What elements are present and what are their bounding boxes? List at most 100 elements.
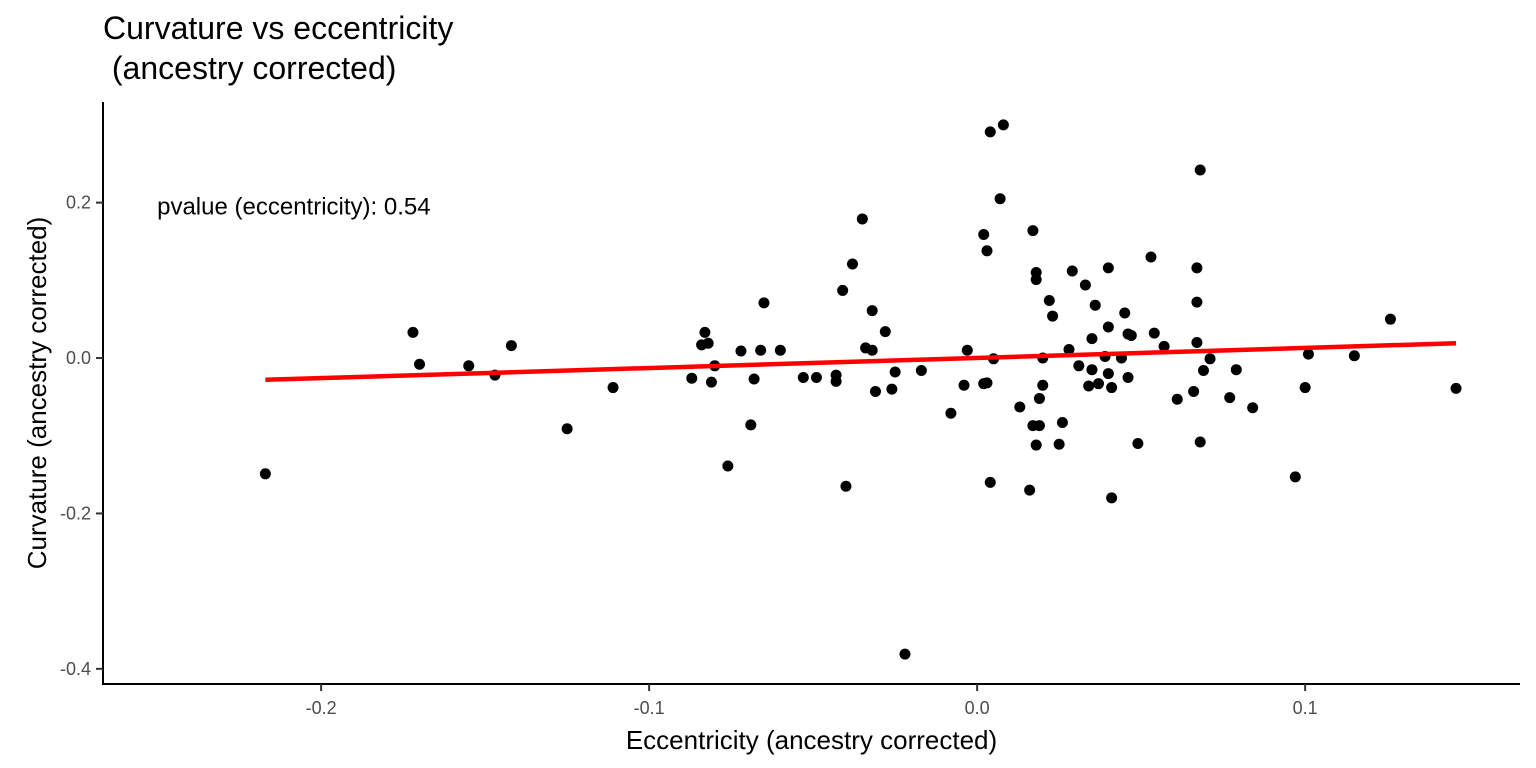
y-axis-title: Curvature (ancestry corrected) <box>22 217 52 570</box>
x-tick-label: 0.0 <box>965 698 990 718</box>
data-point <box>866 344 878 356</box>
data-point <box>886 383 898 395</box>
data-point <box>1384 313 1396 325</box>
data-point <box>1302 348 1314 360</box>
data-point <box>1122 371 1134 383</box>
data-point <box>840 480 852 492</box>
data-point <box>702 337 714 349</box>
data-point <box>1083 380 1095 392</box>
data-point <box>1171 393 1183 405</box>
data-point <box>1204 353 1216 365</box>
data-point <box>699 326 711 338</box>
data-point <box>1102 262 1114 274</box>
data-point <box>1289 471 1301 483</box>
data-point <box>899 648 911 660</box>
data-point <box>1191 336 1203 348</box>
fit-line-layer <box>265 341 1457 383</box>
data-point <box>1030 274 1042 286</box>
data-point <box>755 344 767 356</box>
data-point <box>1014 401 1026 413</box>
data-point <box>735 345 747 357</box>
data-point <box>463 360 475 372</box>
data-point <box>722 460 734 472</box>
y-axis-ticks: -0.4 -0.2 0.0 0.2 <box>60 193 103 679</box>
x-axis-title: Eccentricity (ancestry corrected) <box>626 725 997 755</box>
data-point <box>994 193 1006 205</box>
data-point <box>1348 350 1360 362</box>
data-point <box>958 379 970 391</box>
data-point <box>1033 392 1045 404</box>
pvalue-annotation: pvalue (eccentricity): 0.54 <box>157 194 430 221</box>
data-point <box>259 468 271 480</box>
points-layer <box>259 119 1462 660</box>
data-point <box>1188 385 1200 397</box>
data-point <box>407 326 419 338</box>
data-point <box>1033 420 1045 432</box>
data-point <box>1043 295 1055 307</box>
data-point <box>774 344 786 356</box>
data-point <box>1066 265 1078 277</box>
data-point <box>997 119 1009 131</box>
y-tick-label: -0.4 <box>60 659 91 679</box>
data-point <box>1194 164 1206 176</box>
data-point <box>561 423 573 435</box>
data-point <box>1086 333 1098 345</box>
data-point <box>984 476 996 488</box>
x-tick-label: -0.2 <box>306 698 337 718</box>
data-point <box>810 371 822 383</box>
data-point <box>758 297 770 309</box>
x-tick-label: 0.1 <box>1293 698 1318 718</box>
data-point <box>961 344 973 356</box>
data-point <box>1191 296 1203 308</box>
data-point <box>1145 251 1157 263</box>
data-point <box>981 245 993 257</box>
data-point <box>745 419 757 431</box>
data-point <box>1230 364 1242 376</box>
data-point <box>1093 378 1105 390</box>
data-point <box>1027 225 1039 237</box>
data-point <box>414 358 426 370</box>
data-point <box>1053 438 1065 450</box>
data-point <box>1148 327 1160 339</box>
data-point <box>1106 382 1118 394</box>
data-point <box>869 385 881 397</box>
data-point <box>1063 343 1075 355</box>
data-point <box>705 376 717 388</box>
data-point <box>686 372 698 384</box>
y-tick-label: 0.0 <box>66 348 91 368</box>
x-tick-label: -0.1 <box>634 698 665 718</box>
data-point <box>1086 364 1098 376</box>
data-point <box>1079 279 1091 291</box>
data-point <box>748 373 760 385</box>
data-point <box>1450 382 1462 394</box>
data-point <box>1158 340 1170 352</box>
data-point <box>984 126 996 138</box>
data-point <box>1125 329 1137 341</box>
data-point <box>1037 379 1049 391</box>
data-point <box>1132 438 1144 450</box>
data-point <box>797 371 809 383</box>
data-point <box>1119 307 1131 319</box>
x-axis-ticks: -0.2 -0.1 0.0 0.1 <box>306 684 1318 718</box>
data-point <box>981 377 993 389</box>
data-point <box>1047 310 1059 322</box>
data-point <box>1024 484 1036 496</box>
data-point <box>837 284 849 296</box>
data-point <box>856 213 868 225</box>
data-point <box>830 375 842 387</box>
chart-title-line-1: Curvature vs eccentricity <box>103 10 454 46</box>
y-tick-label: 0.2 <box>66 193 91 213</box>
data-point <box>915 364 927 376</box>
data-point <box>1194 436 1206 448</box>
data-point <box>1299 382 1311 394</box>
data-point <box>879 326 891 338</box>
data-point <box>1247 402 1259 414</box>
data-point <box>978 228 990 240</box>
data-point <box>1224 392 1236 404</box>
data-point <box>1106 492 1118 504</box>
data-point <box>1030 439 1042 451</box>
data-point <box>1089 299 1101 311</box>
data-point <box>866 305 878 317</box>
data-point <box>945 407 957 419</box>
